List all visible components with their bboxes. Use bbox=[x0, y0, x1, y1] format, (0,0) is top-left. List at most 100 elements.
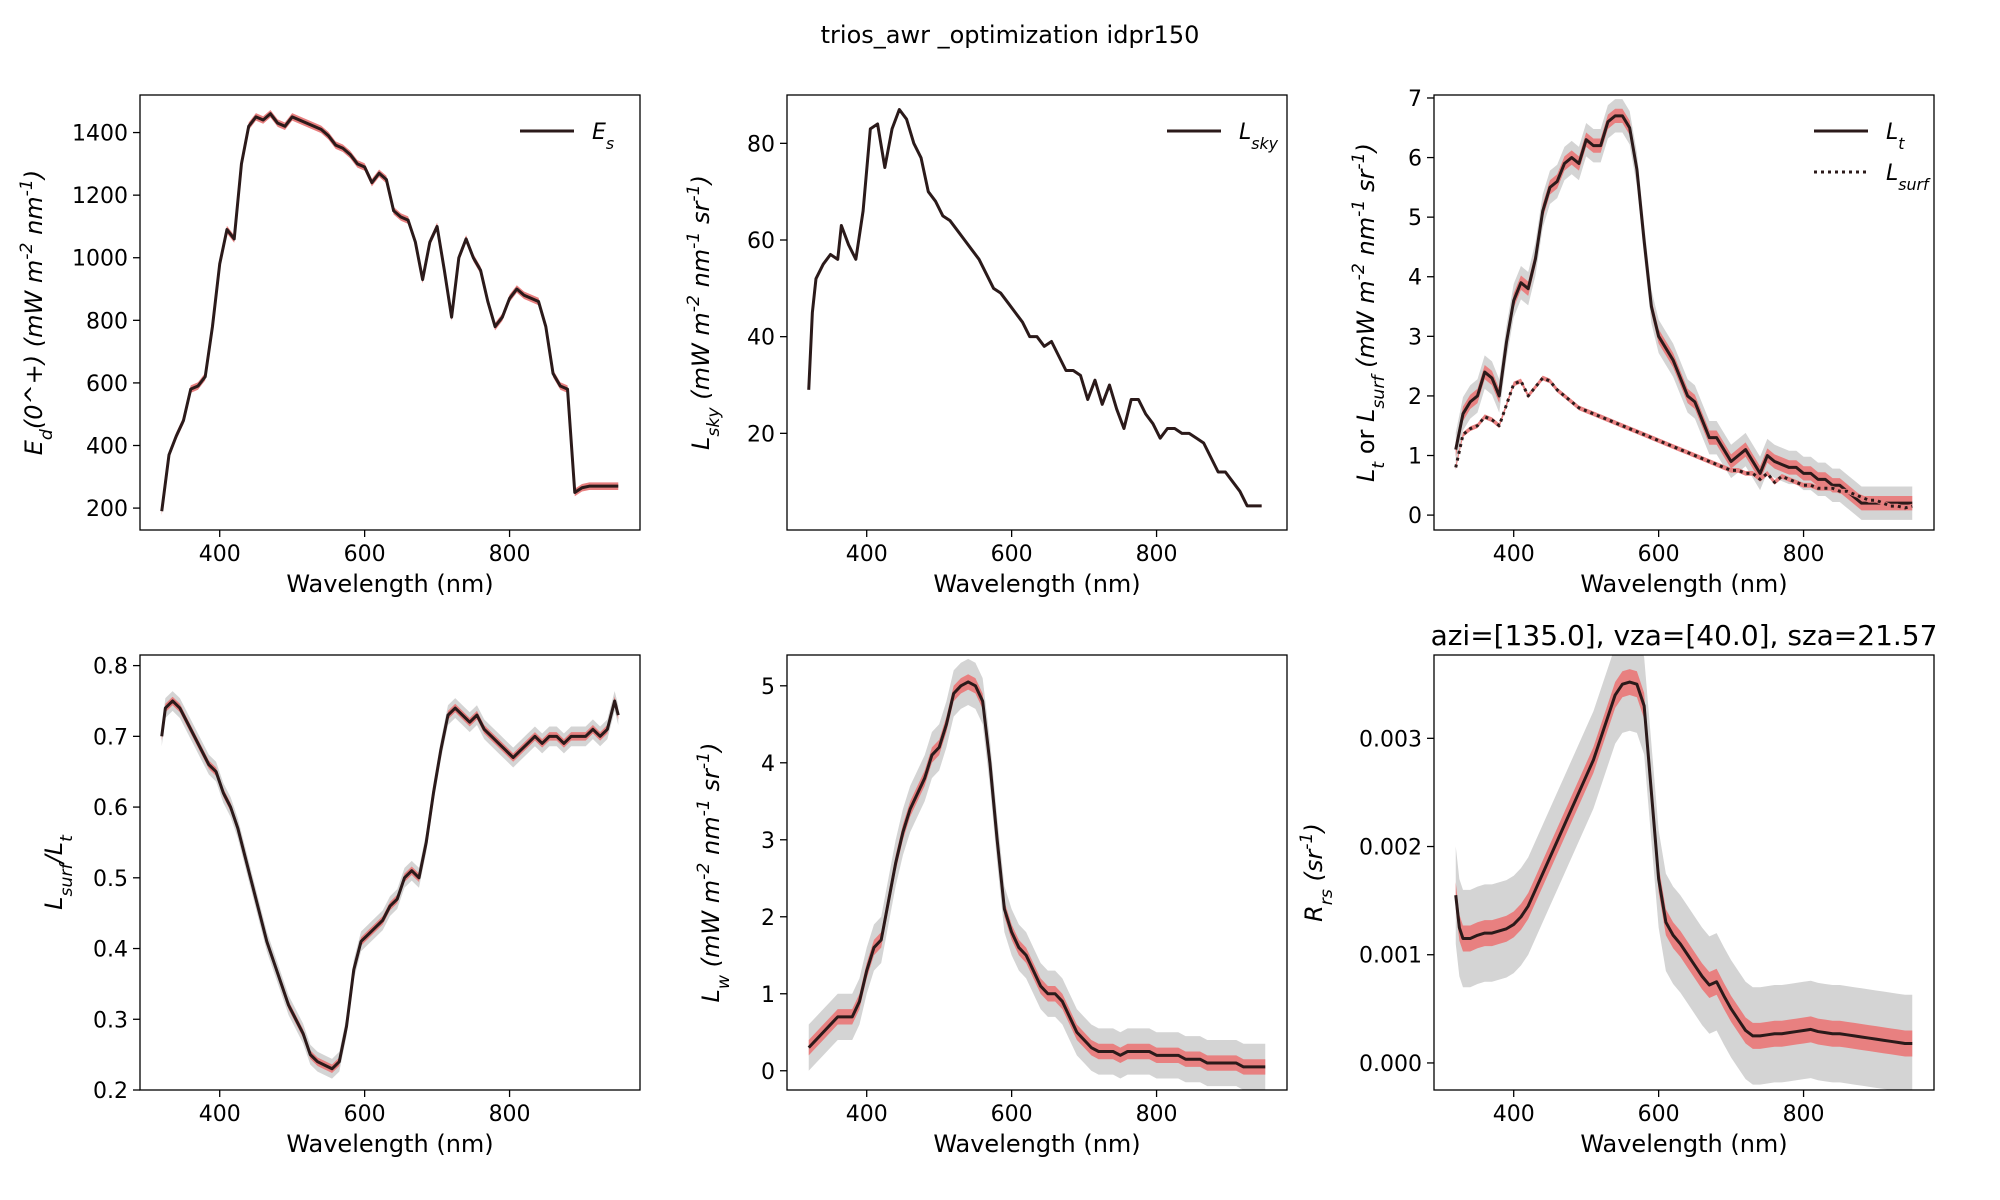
x-axis-label: Wavelength (nm) bbox=[1580, 1130, 1787, 1158]
y-tick-label: 4 bbox=[761, 752, 775, 777]
y-tick-label: 1400 bbox=[72, 122, 128, 147]
panel-3: 400 600 800 0 1 2 3 4 5 6 7 Wavelength (nm) Lt or Ls… bbox=[1349, 87, 1935, 598]
y-tick-label: 0.7 bbox=[93, 725, 128, 750]
x-tick-label: 800 bbox=[489, 542, 531, 567]
y-axis-label: Lsky (mW m-2 nm-1 sr-1) bbox=[684, 175, 724, 450]
y-tick-label: 2 bbox=[761, 906, 775, 931]
uncertainty-band-red bbox=[161, 696, 619, 1074]
x-tick-label: 600 bbox=[344, 1102, 386, 1127]
y-tick-label: 80 bbox=[747, 132, 775, 157]
legend-label: Es bbox=[592, 120, 614, 153]
x-tick-label: 400 bbox=[1493, 542, 1535, 567]
uncertainty-band-red bbox=[161, 110, 619, 515]
y-tick-label: 6 bbox=[1408, 147, 1422, 172]
x-axis-label: Wavelength (nm) bbox=[286, 1130, 493, 1158]
x-axis-label: Wavelength (nm) bbox=[1580, 570, 1787, 598]
y-tick-label: 1000 bbox=[72, 247, 128, 272]
x-tick-label: 400 bbox=[1493, 1102, 1535, 1127]
y-tick-label: 0 bbox=[761, 1060, 775, 1085]
uncertainty-band-grey bbox=[808, 658, 1266, 1090]
axes-frame bbox=[786, 94, 1288, 531]
y-tick-label: 600 bbox=[86, 372, 128, 397]
legend-label: Lsky bbox=[1239, 120, 1279, 153]
x-tick-label: 800 bbox=[1136, 1102, 1178, 1127]
y-tick-label: 400 bbox=[86, 435, 128, 460]
series-line bbox=[1454, 680, 1913, 1045]
y-tick-label: 200 bbox=[86, 497, 128, 522]
y-tick-label: 4 bbox=[1408, 266, 1422, 291]
y-tick-label: 3 bbox=[761, 829, 775, 854]
y-tick-label: 20 bbox=[747, 422, 775, 447]
uncertainty-band-red bbox=[808, 674, 1266, 1075]
x-axis-label: Wavelength (nm) bbox=[286, 570, 493, 598]
y-tick-label: 0.3 bbox=[93, 1008, 128, 1033]
y-tick-label: 60 bbox=[747, 229, 775, 254]
y-axis-label: Lt or Lsurf (mW m-2 nm-1 sr-1) bbox=[1349, 143, 1389, 482]
axes-frame bbox=[1433, 94, 1935, 531]
panel-1: 400 600 800 200 400 600 800 1000 1200 1400 Wavelen… bbox=[17, 94, 641, 598]
uncertainty-band-grey bbox=[161, 691, 619, 1079]
x-tick-label: 600 bbox=[344, 542, 386, 567]
legend-label: Lsurf bbox=[1886, 161, 1931, 194]
x-tick-label: 800 bbox=[1136, 542, 1178, 567]
plot-area bbox=[807, 108, 1262, 508]
axes-frame bbox=[1433, 654, 1935, 1091]
x-axis-label: Wavelength (nm) bbox=[933, 1130, 1140, 1158]
y-tick-label: 1 bbox=[761, 983, 775, 1008]
y-tick-label: 2 bbox=[1408, 385, 1422, 410]
y-tick-label: 0.003 bbox=[1359, 727, 1422, 752]
panel-title: azi=[135.0], vza=[40.0], sza=21.57 bbox=[1431, 619, 1938, 652]
axes-frame bbox=[786, 654, 1288, 1091]
legend-label: Lt bbox=[1886, 120, 1905, 153]
x-tick-label: 600 bbox=[1638, 1102, 1680, 1127]
x-tick-label: 400 bbox=[846, 542, 888, 567]
x-tick-label: 400 bbox=[846, 1102, 888, 1127]
y-tick-label: 0.8 bbox=[93, 655, 128, 680]
y-tick-label: 1 bbox=[1408, 445, 1422, 470]
y-tick-label: 1200 bbox=[72, 184, 128, 209]
x-tick-label: 600 bbox=[1638, 542, 1680, 567]
y-tick-label: 0.002 bbox=[1359, 836, 1422, 861]
uncertainty-band-grey bbox=[1455, 99, 1913, 520]
y-tick-label: 0.6 bbox=[93, 796, 128, 821]
y-tick-label: 0.4 bbox=[93, 938, 128, 963]
series-line bbox=[1454, 114, 1913, 505]
y-tick-label: 5 bbox=[1408, 206, 1422, 231]
plot-area bbox=[807, 658, 1266, 1090]
y-axis-label: Lw (mW m-2 nm-1 sr-1) bbox=[694, 743, 734, 1003]
x-tick-label: 600 bbox=[991, 542, 1033, 567]
series-line bbox=[160, 699, 620, 1071]
y-axis-label: Rrs (sr-1) bbox=[1297, 823, 1337, 922]
axes-frame bbox=[139, 654, 641, 1091]
y-tick-label: 800 bbox=[86, 309, 128, 334]
x-tick-label: 800 bbox=[489, 1102, 531, 1127]
x-axis-label: Wavelength (nm) bbox=[933, 570, 1140, 598]
series-line bbox=[807, 108, 1262, 508]
plot-area bbox=[160, 691, 620, 1079]
figure-suptitle: trios_awr _optimization idpr150 bbox=[821, 21, 1200, 49]
uncertainty-band-red bbox=[808, 108, 1262, 508]
plot-area bbox=[160, 110, 619, 515]
y-axis-label: Lsurf/Lt bbox=[40, 834, 77, 910]
y-tick-label: 0 bbox=[1408, 504, 1422, 529]
plot-area bbox=[1454, 99, 1913, 520]
y-axis-label: Ed(0^+) (mW m-2 nm-1) bbox=[17, 170, 57, 456]
y-tick-label: 0.000 bbox=[1359, 1052, 1422, 1077]
x-tick-label: 800 bbox=[1783, 1102, 1825, 1127]
series-line bbox=[807, 680, 1266, 1069]
panel-5: 400 600 800 0 1 2 3 4 5 Wavelength (nm) Lw (mW m-2… bbox=[694, 654, 1288, 1158]
y-tick-label: 5 bbox=[761, 675, 775, 700]
y-tick-label: 0.2 bbox=[93, 1079, 128, 1104]
y-tick-label: 0.5 bbox=[93, 867, 128, 892]
panel-4: 400 600 800 0.2 0.3 0.4 0.5 0.6 0.7 0.8 Wavelength… bbox=[40, 654, 641, 1158]
y-tick-label: 7 bbox=[1408, 87, 1422, 112]
axes-frame bbox=[139, 94, 641, 531]
y-tick-label: 40 bbox=[747, 326, 775, 351]
plot-area bbox=[1454, 655, 1913, 1090]
x-tick-label: 800 bbox=[1783, 542, 1825, 567]
y-tick-label: 0.001 bbox=[1359, 944, 1422, 969]
panel-2: 400 600 800 20 40 60 80 Wavelength (nm) Lsky (mW… bbox=[684, 94, 1288, 598]
y-tick-label: 3 bbox=[1408, 325, 1422, 350]
x-tick-label: 400 bbox=[199, 1102, 241, 1127]
